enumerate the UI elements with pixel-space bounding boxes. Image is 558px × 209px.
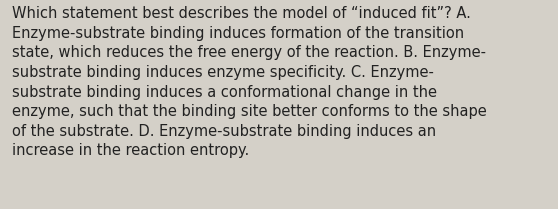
Text: Which statement best describes the model of “induced fit”? A.
Enzyme-substrate b: Which statement best describes the model… [12, 6, 487, 158]
